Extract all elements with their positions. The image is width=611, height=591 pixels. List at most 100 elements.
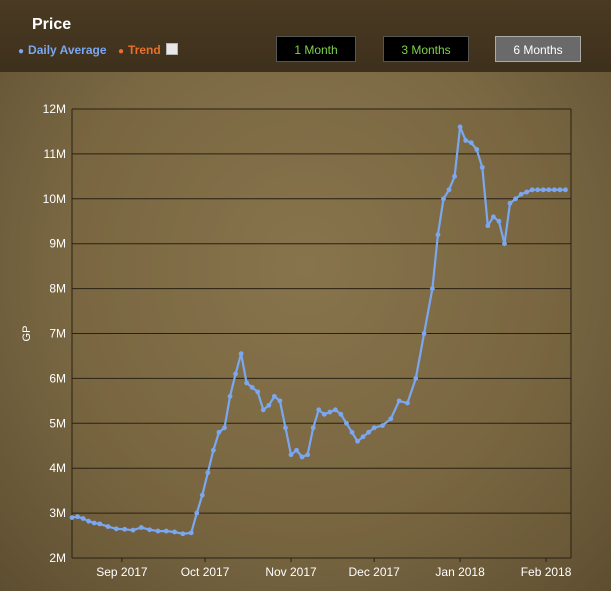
- data-point: [468, 140, 474, 146]
- range-button-6-months[interactable]: 6 Months: [495, 36, 581, 62]
- chart-header: Price ● Daily Average ● Trend 1 Month 3 Mo…: [0, 0, 611, 72]
- data-point: [421, 331, 427, 336]
- legend-item-daily-average[interactable]: ● Daily Average: [18, 43, 107, 57]
- data-point: [490, 214, 496, 220]
- x-tick-label: Feb 2018: [521, 565, 572, 579]
- data-point: [529, 187, 535, 193]
- data-point: [75, 514, 80, 520]
- data-point: [388, 416, 394, 422]
- y-tick-label: 7M: [49, 327, 66, 341]
- x-tick-label: Jan 2018: [435, 565, 485, 579]
- data-point: [479, 164, 485, 170]
- data-point: [371, 425, 377, 431]
- data-point: [69, 515, 75, 520]
- data-point: [260, 407, 266, 413]
- data-point: [294, 447, 299, 453]
- data-point: [238, 351, 244, 357]
- data-point: [194, 510, 200, 516]
- data-point: [360, 434, 366, 440]
- legend-dot-icon: ●: [18, 46, 25, 57]
- data-point: [105, 524, 111, 529]
- y-tick-label: 6M: [49, 371, 66, 385]
- legend-label-daily-average: Daily Average: [28, 43, 107, 57]
- data-point: [474, 147, 480, 152]
- data-point: [557, 187, 563, 193]
- data-point: [122, 526, 128, 532]
- data-point: [502, 241, 507, 247]
- data-point: [227, 393, 233, 399]
- data-point: [188, 530, 194, 536]
- data-point: [222, 425, 227, 431]
- data-point: [283, 425, 288, 431]
- data-point: [138, 525, 144, 530]
- data-point: [457, 124, 463, 130]
- data-point: [305, 452, 311, 458]
- data-point: [277, 398, 283, 404]
- data-point: [316, 407, 322, 413]
- data-point: [113, 526, 119, 532]
- data-point: [496, 218, 502, 224]
- chart-title: Price: [32, 16, 72, 33]
- y-tick-label: 9M: [49, 237, 66, 251]
- data-point: [413, 376, 419, 381]
- data-point: [551, 187, 557, 193]
- data-point: [338, 411, 344, 417]
- legend-item-trend[interactable]: ● Trend: [118, 43, 178, 57]
- data-point: [396, 398, 402, 404]
- range-button-1-month[interactable]: 1 Month: [276, 36, 356, 62]
- data-point: [249, 384, 255, 390]
- data-point: [199, 492, 205, 498]
- data-point: [446, 187, 452, 193]
- range-button-3-months[interactable]: 3 Months: [383, 36, 469, 62]
- data-point: [205, 470, 211, 476]
- y-tick-label: 3M: [49, 506, 66, 520]
- x-tick-label: Dec 2017: [348, 565, 400, 579]
- data-point: [535, 187, 541, 193]
- data-point: [563, 187, 568, 193]
- data-point: [405, 400, 410, 406]
- data-point: [210, 447, 216, 453]
- y-tick-label: 5M: [49, 416, 66, 430]
- legend-label-trend: Trend: [128, 43, 161, 57]
- data-point: [244, 380, 250, 386]
- data-point: [344, 420, 349, 426]
- data-point: [513, 196, 518, 202]
- x-tick-label: Sep 2017: [96, 565, 148, 579]
- data-point: [452, 173, 457, 179]
- y-tick-label: 12M: [43, 102, 66, 116]
- data-point: [327, 409, 333, 415]
- data-point: [216, 429, 222, 435]
- data-point: [518, 191, 524, 197]
- x-tick-label: Oct 2017: [181, 565, 230, 579]
- data-point: [380, 423, 385, 428]
- data-point: [507, 200, 513, 206]
- data-point: [155, 528, 161, 534]
- data-point: [80, 516, 86, 521]
- data-point: [366, 429, 372, 435]
- data-point: [349, 429, 355, 435]
- data-point: [163, 528, 169, 534]
- y-tick-label: 4M: [49, 461, 66, 475]
- trend-checkbox[interactable]: [165, 43, 178, 55]
- data-point: [255, 389, 261, 395]
- data-point: [130, 527, 136, 533]
- data-point: [524, 189, 530, 195]
- data-point: [86, 518, 92, 524]
- y-tick-label: 2M: [49, 551, 66, 565]
- y-axis-label: GP: [21, 326, 33, 342]
- data-point: [271, 393, 277, 399]
- x-tick-label: Nov 2017: [265, 565, 317, 579]
- data-point: [463, 138, 469, 143]
- data-point: [435, 232, 441, 238]
- data-point: [540, 187, 546, 193]
- data-point: [147, 527, 153, 533]
- data-point: [299, 454, 305, 460]
- data-point: [310, 425, 316, 431]
- data-point: [266, 402, 272, 408]
- data-point: [429, 286, 435, 291]
- y-tick-label: 8M: [49, 282, 66, 296]
- data-point: [441, 196, 446, 202]
- data-point: [288, 452, 294, 458]
- data-point: [321, 411, 327, 417]
